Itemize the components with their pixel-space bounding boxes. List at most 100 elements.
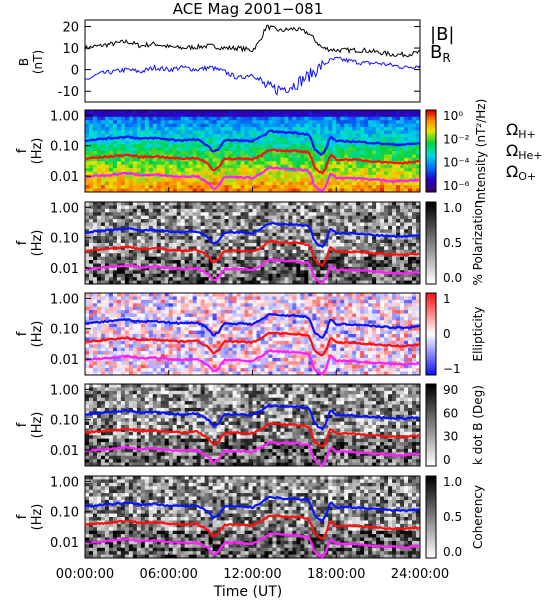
spectrogram-cell (404, 117, 408, 121)
spectrogram-cell (280, 172, 284, 176)
spectrogram-cell (189, 233, 193, 237)
spectrogram-cell (384, 209, 388, 213)
spectrogram-cell (209, 233, 213, 237)
spectrogram-cell (233, 165, 237, 169)
spectrogram-cell (392, 113, 396, 117)
spectrogram-cell (169, 303, 173, 307)
spectrogram-cell (173, 134, 177, 138)
spectrogram-cell (340, 246, 344, 250)
spectrogram-cell (400, 110, 404, 114)
spectrogram-cell (372, 113, 376, 117)
spectrogram-cell (133, 151, 137, 155)
spectrogram-cell (141, 141, 145, 145)
spectrogram-cell (280, 124, 284, 128)
spectrogram-cell (288, 134, 292, 138)
spectrogram-cell (129, 344, 133, 348)
spectrogram-cell (169, 223, 173, 227)
spectrogram-cell (400, 165, 404, 169)
spectrogram-cell (237, 223, 241, 227)
spectrogram-cell (193, 327, 197, 331)
spectrogram-cell (292, 120, 296, 124)
spectrogram-cell (161, 233, 165, 237)
spectrogram-cell (356, 202, 360, 206)
spectrogram-cell (272, 134, 276, 138)
spectrogram-cell (241, 113, 245, 117)
spectrogram-cell (145, 250, 149, 254)
spectrogram-cell (280, 117, 284, 121)
spectrogram-cell (197, 264, 201, 268)
spectrogram-cell (181, 307, 185, 311)
spectrogram-cell (185, 300, 189, 304)
f-y-tick-label: 1.00 (50, 201, 79, 216)
spectrogram-cell (364, 120, 368, 124)
spectrogram-cell (380, 205, 384, 209)
spectrogram-cell (264, 246, 268, 250)
spectrogram-cell (117, 310, 121, 314)
spectrogram-cell (344, 219, 348, 223)
spectrogram-cell (137, 348, 141, 352)
spectrogram-cell (153, 307, 157, 311)
spectrogram-cell (157, 165, 161, 169)
spectrogram-cell (272, 205, 276, 209)
spectrogram-cell (229, 274, 233, 278)
spectrogram-cell (376, 124, 380, 128)
spectrogram-cell (352, 168, 356, 172)
spectrogram-cell (217, 172, 221, 176)
spectrogram-cell (105, 348, 109, 352)
spectrogram-cell (336, 236, 340, 240)
spectrogram-cell (217, 320, 221, 324)
spectrogram-cell (209, 134, 213, 138)
spectrogram-cell (245, 144, 249, 148)
spectrogram-cell (97, 334, 101, 338)
spectrogram-cell (161, 148, 165, 152)
spectrogram-cell (372, 243, 376, 247)
spectrogram-cell (101, 216, 105, 220)
spectrogram-cell (404, 240, 408, 244)
spectrogram-cell (272, 246, 276, 250)
spectrogram-cell (213, 317, 217, 321)
spectrogram-cell (344, 131, 348, 135)
spectrogram-cell (352, 161, 356, 165)
spectrogram-cell (392, 158, 396, 162)
spectrogram-cell (137, 253, 141, 257)
spectrogram-cell (245, 240, 249, 244)
spectrogram-cell (113, 223, 117, 227)
spectrogram-cell (113, 141, 117, 145)
spectrogram-cell (169, 182, 173, 186)
spectrogram-cell (296, 257, 300, 261)
spectrogram-cell (245, 120, 249, 124)
spectrogram-cell (368, 144, 372, 148)
spectrogram-cell (364, 110, 368, 114)
spectrogram-cell (85, 131, 89, 135)
spectrogram-cell (173, 317, 177, 321)
spectrogram-cell (137, 277, 141, 281)
spectrogram-cell (197, 131, 201, 135)
spectrogram-cell (268, 134, 272, 138)
spectrogram-cell (89, 351, 93, 355)
spectrogram-cell (117, 250, 121, 254)
spectrogram-cell (408, 113, 412, 117)
spectrogram-cell (165, 120, 169, 124)
spectrogram-cell (93, 131, 97, 135)
spectrogram-cell (185, 148, 189, 152)
spectrogram-cell (388, 277, 392, 281)
spectrogram-cell (284, 178, 288, 182)
spectrogram-cell (129, 327, 133, 331)
spectrogram-cell (304, 233, 308, 237)
spectrogram-cell (268, 120, 272, 124)
spectrogram-cell (400, 175, 404, 179)
spectrogram-cell (276, 216, 280, 220)
spectrogram-cell (213, 219, 217, 223)
spectrogram-cell (408, 175, 412, 179)
spectrogram-cell (360, 274, 364, 278)
spectrogram-cell (169, 274, 173, 278)
spectrogram-cell (256, 148, 260, 152)
spectrogram-cell (101, 212, 105, 216)
colorbar-tick-label: 1.0 (443, 201, 462, 215)
spectrogram-cell (213, 223, 217, 227)
spectrogram-cell (181, 303, 185, 307)
spectrogram-cell (105, 324, 109, 328)
spectrogram-cell (189, 124, 193, 128)
spectrogram-cell (205, 307, 209, 311)
spectrogram-cell (121, 165, 125, 169)
